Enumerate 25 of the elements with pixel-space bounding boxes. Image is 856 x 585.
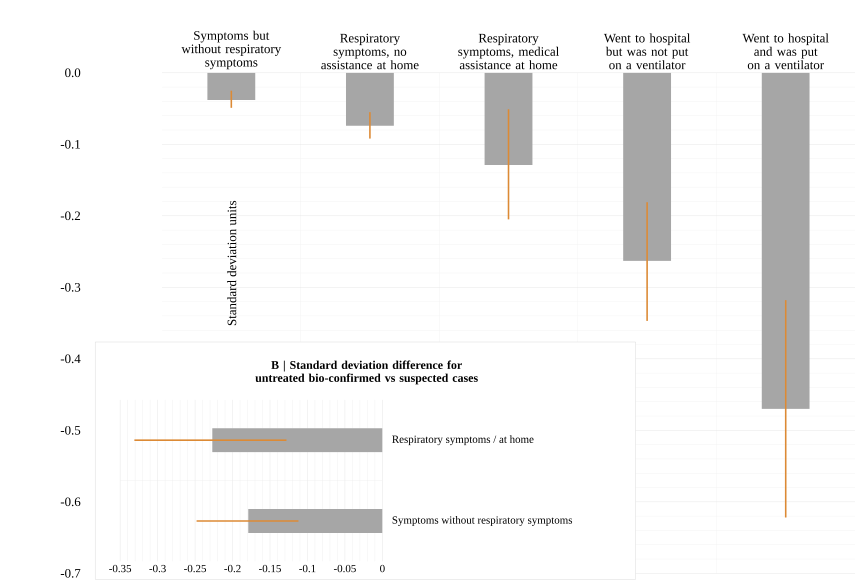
- x-tick-label: -0.3: [149, 564, 166, 572]
- x-tick-label: -0.15: [259, 564, 281, 572]
- y-tick-label: -0.3: [60, 282, 80, 292]
- x-tick-label: Respiratory symptoms, no assistance at home: [321, 34, 419, 70]
- x-tick-label: Symptoms but without respiratory symptoms: [181, 30, 282, 70]
- y-tick-label: -0.6: [60, 497, 80, 506]
- x-tick-label: -0.35: [109, 564, 132, 572]
- x-tick-label: -0.1: [299, 564, 316, 572]
- y-tick-label: -0.7: [60, 568, 80, 578]
- y-tick-label: -0.4: [60, 354, 81, 364]
- x-tick-label: Went to hospital and was put on a ventilator: [742, 33, 829, 70]
- x-tick-label: -0.2: [224, 564, 241, 572]
- y-axis-title: Standard deviation units: [227, 200, 236, 326]
- x-tick-label: -0.05: [334, 564, 356, 572]
- x-tick-label: 0: [380, 564, 385, 572]
- x-tick-label: Went to hospital but was not put on a ventilator: [604, 33, 690, 70]
- y-tick-label: -0.2: [60, 211, 80, 220]
- y-tick-label: 0.0: [65, 68, 80, 78]
- y-tick-label: -0.1: [60, 140, 80, 149]
- y-tick-label: Symptoms without respiratory symptoms: [392, 516, 572, 526]
- y-tick-label: Respiratory symptoms / at home: [392, 435, 534, 446]
- x-tick-label: Respiratory symptoms, medical assistance at home: [458, 34, 560, 70]
- x-tick-label: -0.25: [184, 564, 206, 572]
- chart-title: B | Standard deviation difference for untreated bio-confirmed vs suspected cases: [255, 360, 478, 384]
- y-tick-label: -0.5: [60, 426, 80, 435]
